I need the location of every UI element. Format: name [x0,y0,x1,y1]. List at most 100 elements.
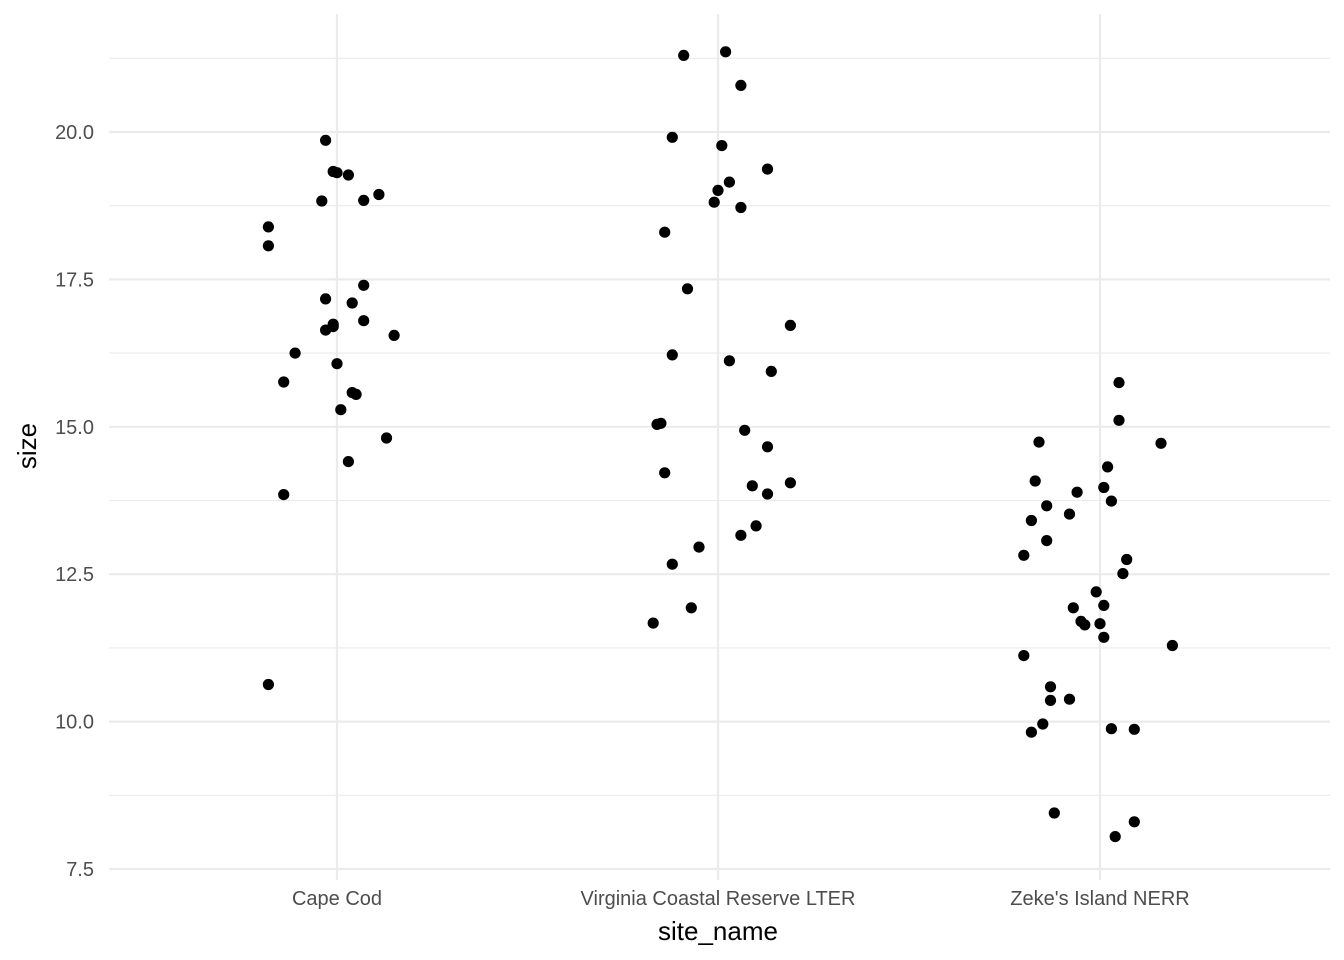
data-point [723,355,736,367]
data-point [659,226,671,238]
data-point [1128,723,1140,735]
data-point [1166,639,1178,652]
data-point [723,176,736,188]
data-point [1067,602,1079,614]
y-axis-tick-labels: 7.5 10.0 12.5 15.0 17.5 20.0 [55,122,94,881]
x-tick-label: Zeke's Island NERR [1010,888,1189,910]
data-point [342,169,354,181]
data-point [708,196,720,208]
data-point [655,417,667,429]
data-point [1048,807,1060,819]
data-point [320,134,332,146]
y-tick-label: 7.5 [66,859,94,881]
data-point [278,376,290,388]
data-point [1044,681,1057,693]
data-point [1033,436,1045,448]
data-point [1071,486,1083,498]
data-point [335,404,347,416]
data-point [720,46,732,58]
data-point [1025,726,1037,738]
data-point [1155,437,1167,449]
data-point [681,283,694,295]
data-point [358,315,370,327]
grid-lines [109,14,1330,880]
x-axis-tick-labels: Cape Cod Virginia Coastal Reserve LTER Zek… [292,888,1190,910]
data-point [327,318,339,330]
data-point [1098,481,1110,494]
data-point [761,488,774,500]
data-point [346,297,358,309]
data-point [1113,414,1125,426]
data-point [1041,500,1053,512]
data-point [278,489,290,501]
data-point [388,329,400,341]
data-point [1105,495,1117,507]
data-point [1079,619,1091,631]
data-point [647,617,659,629]
data-point [316,195,328,207]
data-point [289,347,301,359]
data-point [350,388,362,400]
data-point [342,456,354,468]
data-point [761,163,774,175]
data-point [1041,535,1053,547]
data-point [678,49,690,62]
data-point [358,279,370,291]
data-point [784,319,797,331]
data-point [685,602,697,614]
data-point [1037,718,1049,730]
data-point [1113,377,1125,389]
y-tick-label: 17.5 [55,269,94,291]
y-tick-label: 12.5 [55,564,94,586]
data-point [666,558,678,570]
data-point [784,477,797,489]
data-point [380,432,393,444]
data-point [1094,618,1106,630]
data-point [1098,631,1110,643]
data-point [1109,831,1121,843]
data-point [1044,694,1057,707]
data-point [712,184,724,196]
x-axis-title: site_name [658,916,778,946]
y-tick-label: 10.0 [55,712,94,734]
data-point [761,441,774,453]
data-point [320,293,332,305]
data-point [331,167,343,179]
data-point [693,541,705,553]
data-point [1063,693,1076,705]
data-point [735,529,747,541]
y-axis-title: size [12,423,42,469]
data-point [1029,475,1041,487]
x-tick-label: Virginia Coastal Reserve LTER [581,888,856,910]
data-point [373,188,385,201]
data-point [1063,508,1076,520]
data-point [262,240,274,252]
data-point [1102,461,1114,473]
data-points [262,46,1178,843]
data-point [262,678,274,691]
data-point [1105,723,1117,735]
data-point [739,424,751,436]
y-tick-label: 15.0 [55,417,94,439]
data-point [746,480,758,492]
data-point [1128,816,1140,828]
data-point [331,358,343,370]
data-point [750,520,762,532]
data-point [1018,650,1030,662]
data-point [1121,553,1133,566]
data-point [1098,599,1110,612]
data-point [716,140,728,152]
data-point [1018,549,1030,561]
data-point [1025,514,1037,527]
x-tick-label: Cape Cod [292,888,382,910]
data-point [1090,586,1102,598]
data-point [735,201,747,214]
data-point [765,365,777,377]
data-point [1117,568,1129,580]
y-tick-label: 20.0 [55,122,94,144]
data-point [735,79,747,91]
data-point [659,467,671,479]
data-point [262,221,274,233]
data-point [666,349,678,361]
